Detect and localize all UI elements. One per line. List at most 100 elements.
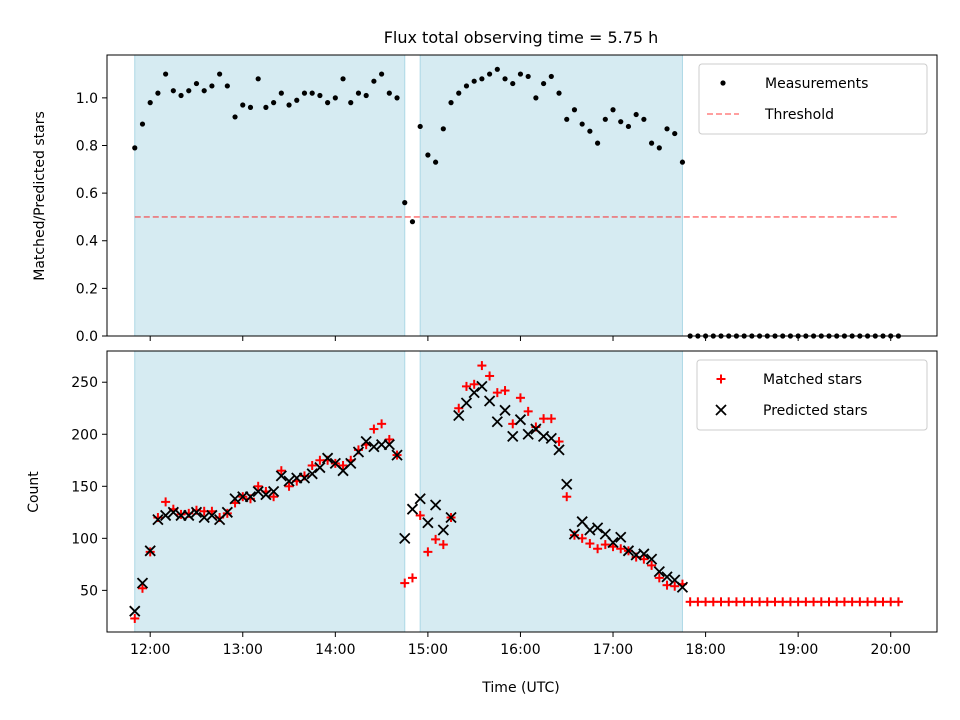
predicted-star-point bbox=[152, 513, 164, 526]
measurement-point bbox=[240, 102, 246, 108]
bottom-x-axis: 12:00 13:00 14:00 15:00 16:00 17:00 18:00 19:00… bbox=[130, 632, 911, 658]
predicted-star-point bbox=[190, 506, 203, 518]
y-tick-label: 1.0 bbox=[76, 91, 98, 107]
measurement-point bbox=[286, 102, 292, 108]
measurement-point bbox=[355, 90, 362, 96]
legend-box bbox=[698, 63, 928, 135]
y-tick-label: 0.8 bbox=[76, 138, 98, 154]
x-diag-b bbox=[414, 493, 426, 505]
measurement-point bbox=[417, 123, 423, 130]
predicted-star-point bbox=[221, 506, 233, 518]
measurement-point bbox=[510, 80, 516, 87]
matched-star-point bbox=[762, 597, 772, 607]
measurement-point bbox=[672, 130, 678, 137]
top-axes-frame bbox=[106, 54, 938, 337]
predicted-star-point bbox=[206, 509, 218, 522]
matched-star-point bbox=[554, 437, 564, 447]
x-diag-b bbox=[453, 409, 465, 422]
bottom-y-axis: 50 100 150 200 250 bbox=[71, 375, 107, 599]
x-diag-b bbox=[483, 395, 496, 407]
measurement-point bbox=[386, 90, 392, 96]
measurement-point bbox=[487, 71, 493, 77]
measurement-point bbox=[525, 73, 531, 80]
x-diag-b bbox=[429, 499, 442, 511]
x-diag-b bbox=[221, 506, 233, 518]
x-diag-b bbox=[260, 488, 272, 501]
x-diag-b bbox=[314, 461, 326, 474]
y-tick-label: 0.6 bbox=[76, 186, 98, 202]
predicted-star-point bbox=[267, 485, 280, 498]
legend-label: Threshold bbox=[764, 107, 834, 123]
predicted-star-point bbox=[468, 386, 480, 399]
measurement-point bbox=[363, 92, 369, 99]
measurement-point bbox=[394, 95, 400, 101]
measurement-point bbox=[471, 78, 477, 84]
matched-star-point bbox=[724, 597, 734, 607]
y-tick-label: 100 bbox=[71, 531, 98, 547]
matched-star-point bbox=[785, 597, 795, 607]
x-diag-b bbox=[599, 528, 611, 540]
matched-star-point bbox=[130, 613, 140, 623]
measurement-point bbox=[170, 88, 176, 94]
predicted-star-point bbox=[553, 444, 565, 456]
matched-star-point bbox=[855, 597, 865, 607]
matched-star-point bbox=[469, 379, 479, 389]
x-diag-b bbox=[198, 511, 210, 524]
measurement-point bbox=[147, 100, 153, 106]
x-diag-b bbox=[368, 441, 380, 453]
predicted-star-point bbox=[159, 509, 172, 522]
matched-star-point bbox=[276, 466, 286, 476]
legend-marker-x-b bbox=[715, 404, 727, 416]
legend-box bbox=[696, 359, 928, 431]
measurement-point bbox=[425, 152, 431, 158]
legend-item: Measurements bbox=[720, 76, 868, 92]
measurement-point bbox=[409, 219, 416, 225]
measurement-point bbox=[656, 145, 662, 151]
measurement-point bbox=[402, 200, 408, 206]
predicted-star-point bbox=[653, 566, 665, 578]
measurement-point bbox=[348, 100, 354, 106]
matched-star-point bbox=[338, 460, 348, 470]
matched-star-point bbox=[654, 573, 664, 583]
matched-star-point bbox=[377, 419, 387, 429]
measurement-point bbox=[217, 71, 223, 77]
measurement-point bbox=[340, 76, 346, 82]
predicted-star-point bbox=[414, 493, 426, 505]
predicted-star-point bbox=[298, 472, 311, 484]
measurement-point bbox=[440, 126, 446, 132]
matched-star-point bbox=[593, 544, 603, 554]
x-diag-b bbox=[584, 524, 596, 536]
measurement-point bbox=[517, 71, 524, 77]
x-diag-b bbox=[561, 478, 573, 490]
predicted-star-point bbox=[252, 485, 264, 498]
predicted-star-point bbox=[306, 468, 318, 480]
measurement-point bbox=[571, 107, 578, 113]
predicted-star-point bbox=[453, 409, 465, 422]
legend-label: Matched stars bbox=[763, 372, 862, 388]
x-diag-b bbox=[252, 485, 264, 498]
x-diag-b bbox=[522, 428, 534, 440]
measurement-point bbox=[641, 116, 647, 122]
x-diag-b bbox=[491, 416, 503, 428]
matched-star-point bbox=[415, 510, 425, 520]
matched-star-point bbox=[793, 597, 803, 607]
x-diag-b bbox=[399, 532, 411, 544]
matched-star-point bbox=[616, 544, 626, 554]
predicted-star-point bbox=[183, 509, 195, 522]
shaded-interval bbox=[419, 54, 683, 337]
legend-item: Predicted stars bbox=[715, 403, 868, 419]
legend-label: Measurements bbox=[765, 76, 868, 92]
x-diag-b bbox=[576, 516, 588, 528]
measurement-point bbox=[548, 73, 554, 80]
measurement-point bbox=[633, 111, 639, 118]
measurement-point bbox=[433, 159, 439, 165]
predicted-star-point bbox=[499, 404, 511, 416]
top-shaded-intervals bbox=[134, 54, 683, 337]
x-diag-b bbox=[183, 509, 195, 522]
measurement-point bbox=[610, 107, 616, 113]
matched-star-point bbox=[492, 388, 502, 398]
predicted-star-point bbox=[622, 545, 635, 557]
measurement-point bbox=[317, 92, 323, 99]
measurement-point bbox=[224, 83, 230, 89]
x-diag-b bbox=[653, 566, 665, 578]
